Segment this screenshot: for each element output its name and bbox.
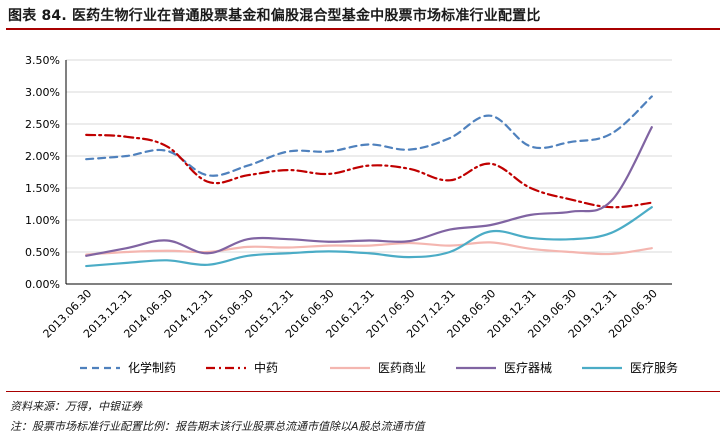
- chart-title: 图表 84. 医药生物行业在普通股票基金和偏股混合型基金中股票市场标准行业配置比: [8, 8, 541, 24]
- series-line-5: [85, 206, 653, 268]
- y-tick-label: 2.00%: [25, 150, 60, 163]
- y-tick-label: 2.50%: [25, 118, 60, 131]
- series-line-2: [85, 133, 653, 209]
- y-tick-label: 3.00%: [25, 86, 60, 99]
- y-tick-label: 3.50%: [25, 54, 60, 67]
- line-chart: 0.00% 0.50% 1.00% 1.50% 2.00% 2.50% 3.00% 3.50%…: [25, 54, 678, 375]
- y-tick-label: 0.50%: [25, 246, 60, 259]
- series-line-1: [85, 95, 653, 177]
- footer-divider: [6, 391, 720, 392]
- footnote: 注：股票市场标准行业配置比例：报告期末该行业股票总流通市值除以A股总流通市值: [10, 420, 425, 433]
- y-tick-label: 0.00%: [25, 278, 60, 291]
- source-note: 资料来源：万得，中银证券: [10, 400, 142, 413]
- legend-label-5: 医疗服务: [630, 360, 678, 375]
- legend-label-2: 中药: [254, 360, 278, 375]
- legend-label-3: 医药商业: [378, 360, 426, 375]
- legend-label-4: 医疗器械: [504, 360, 552, 375]
- legend-label-1: 化学制药: [128, 360, 176, 375]
- series-line-4: [85, 126, 653, 257]
- series-line-3: [85, 241, 653, 256]
- title-divider: [6, 28, 720, 30]
- y-tick-label: 1.50%: [25, 182, 60, 195]
- y-tick-label: 1.00%: [25, 214, 60, 227]
